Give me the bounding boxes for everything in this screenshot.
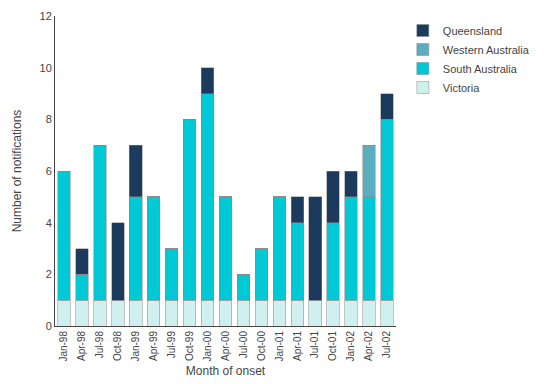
svg-text:Oct-00: Oct-00 (256, 331, 267, 361)
svg-text:Jan-01: Jan-01 (274, 331, 285, 362)
svg-text:6: 6 (46, 165, 52, 177)
svg-text:Apr-98: Apr-98 (76, 331, 87, 361)
svg-text:Jul-00: Jul-00 (238, 331, 249, 359)
svg-text:Jan-99: Jan-99 (130, 331, 141, 362)
svg-text:Jan-02: Jan-02 (345, 331, 356, 362)
svg-text:2: 2 (46, 268, 52, 280)
svg-text:Western Australia: Western Australia (443, 44, 530, 56)
svg-text:Apr-01: Apr-01 (292, 331, 303, 361)
svg-text:10: 10 (40, 62, 52, 74)
svg-text:Jan-00: Jan-00 (202, 331, 213, 362)
svg-text:Apr-99: Apr-99 (148, 331, 159, 361)
svg-text:Apr-02: Apr-02 (363, 331, 374, 361)
svg-text:Jul-01: Jul-01 (309, 331, 320, 359)
svg-text:8: 8 (46, 113, 52, 125)
svg-text:Oct-99: Oct-99 (184, 331, 195, 361)
svg-text:Victoria: Victoria (443, 82, 480, 94)
svg-text:Number of notifications: Number of notifications (10, 110, 24, 233)
svg-text:Jul-02: Jul-02 (381, 331, 392, 359)
svg-text:Jan-98: Jan-98 (58, 331, 69, 362)
svg-text:12: 12 (40, 10, 52, 22)
svg-text:Queensland: Queensland (443, 25, 502, 37)
svg-text:South Australia: South Australia (443, 63, 518, 75)
svg-text:4: 4 (46, 217, 52, 229)
svg-text:Month of onset: Month of onset (186, 364, 266, 378)
svg-text:Jul-98: Jul-98 (94, 331, 105, 359)
svg-text:Oct-98: Oct-98 (112, 331, 123, 361)
svg-text:0: 0 (46, 320, 52, 332)
svg-text:Apr-00: Apr-00 (220, 331, 231, 361)
svg-text:Oct-01: Oct-01 (327, 331, 338, 361)
svg-text:Jul-99: Jul-99 (166, 331, 177, 359)
